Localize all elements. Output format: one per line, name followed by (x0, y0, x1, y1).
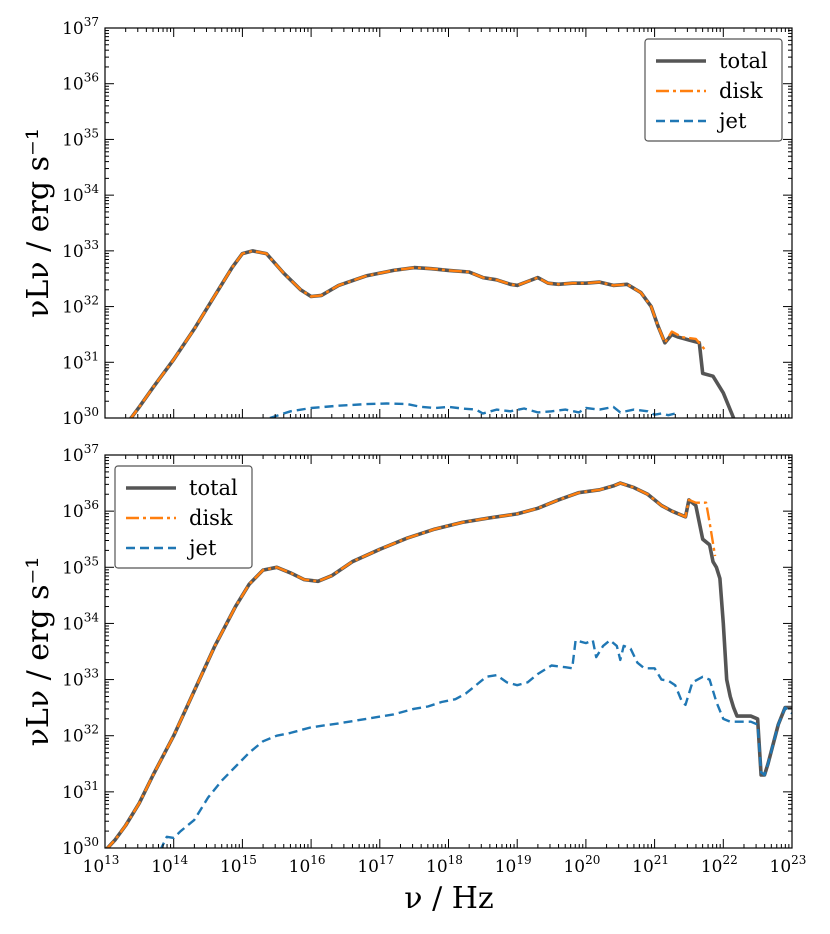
y-tick-label: 1030 (62, 405, 99, 429)
x-tick-label: 1017 (357, 853, 394, 877)
legend-label-jet: jet (716, 109, 747, 133)
top-panel: 1030 1031 1032 1033 1034 1035 1036 1037 νLν / er… (21, 15, 793, 429)
y-tick-label: 1037 (62, 442, 99, 466)
y-tick-label: 1035 (62, 126, 99, 150)
legend: total disk jet (114, 465, 253, 569)
x-tick-label: 1013 (83, 853, 120, 877)
y-tick-label: 1035 (62, 554, 99, 578)
x-tick-label: 1020 (563, 853, 600, 877)
x-tick-label: 1021 (632, 853, 669, 877)
x-axis-title: ν / Hz (404, 881, 493, 916)
x-tick-label: 1015 (220, 853, 257, 877)
y-tick-label: 1037 (62, 15, 99, 39)
y-tick-label: 1033 (62, 238, 99, 262)
y-tick-label: 1036 (62, 498, 99, 522)
y-tick-label: 1034 (62, 610, 99, 634)
y-axis-title: νLν / erg s⁻¹ (21, 128, 56, 318)
y-tick-label: 1036 (62, 71, 99, 95)
series-line-disk (129, 249, 708, 418)
series-line-jet (269, 402, 676, 418)
axis-ticks (104, 454, 793, 849)
y-tick-label: 1031 (62, 349, 99, 373)
y-tick-label: 1030 (62, 835, 99, 859)
legend-label-disk: disk (189, 506, 233, 530)
legend-label-disk: disk (719, 79, 763, 103)
x-tick-label: 1016 (289, 853, 326, 877)
series-line-jet (160, 639, 792, 848)
y-tick-label: 1032 (62, 294, 99, 318)
legend: total disk jet (644, 38, 783, 142)
y-tick-label: 1033 (62, 667, 99, 691)
bottom-panel: 1030 1031 1032 1033 1034 1035 1036 1037 1013 1014… (21, 442, 806, 877)
y-tick-label: 1032 (62, 723, 99, 747)
x-tick-label: 1019 (495, 853, 532, 877)
plot-area (105, 481, 792, 848)
series-line-total (128, 249, 736, 418)
legend-label-total: total (719, 49, 768, 73)
x-tick-label: 1018 (426, 853, 463, 877)
x-tick-label: 1022 (701, 853, 738, 877)
y-tick-label: 1031 (62, 779, 99, 803)
axis-ticks (104, 27, 793, 419)
y-tick-label: 1034 (62, 182, 99, 206)
x-tick-label: 1014 (151, 853, 188, 877)
legend-label-total: total (189, 476, 238, 500)
legend-label-jet: jet (186, 536, 217, 560)
y-axis-title: νLν / erg s⁻¹ (21, 557, 56, 747)
x-tick-label: 1023 (770, 853, 807, 877)
plot-area (128, 249, 736, 418)
